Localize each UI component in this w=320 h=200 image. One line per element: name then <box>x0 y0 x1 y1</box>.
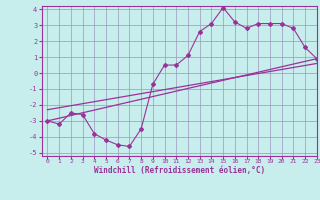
X-axis label: Windchill (Refroidissement éolien,°C): Windchill (Refroidissement éolien,°C) <box>94 166 265 175</box>
